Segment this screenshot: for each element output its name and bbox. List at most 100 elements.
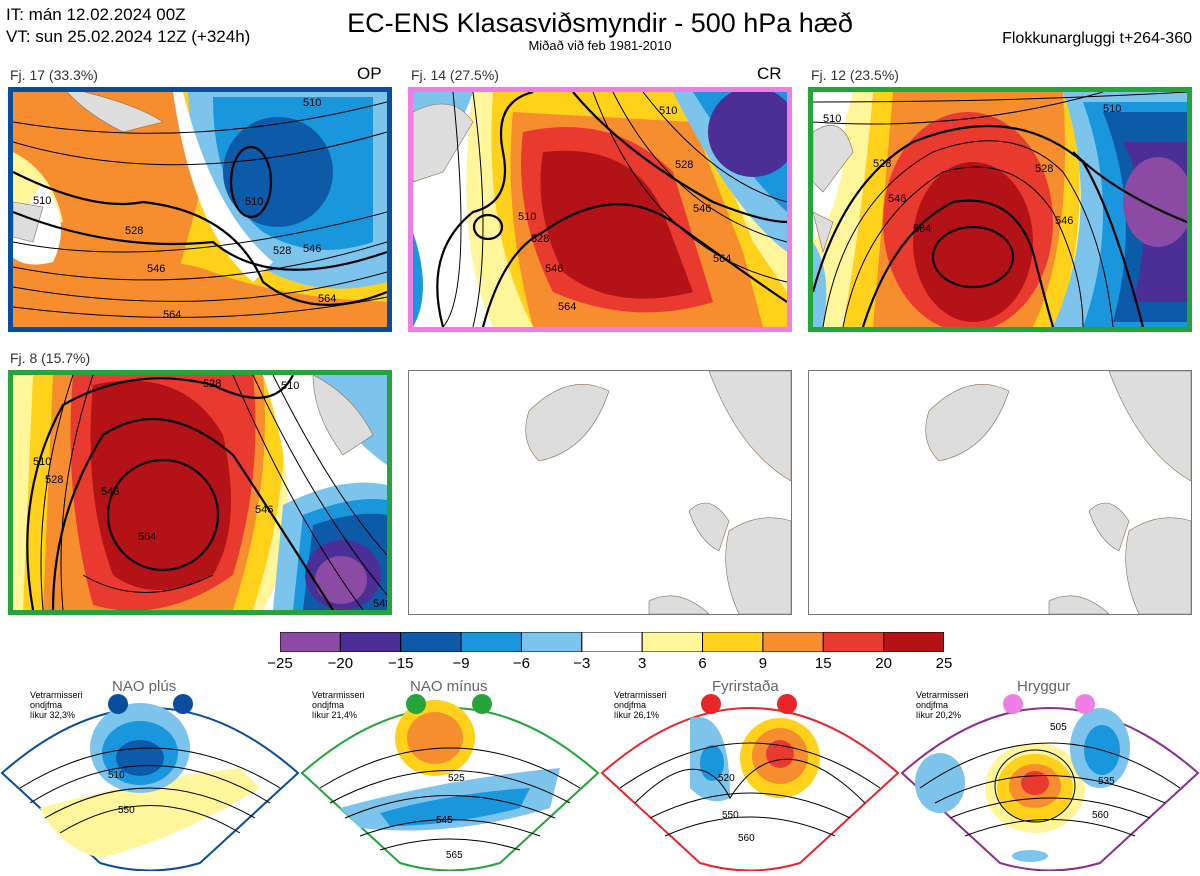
contour-label: 528	[873, 158, 891, 170]
note-line: ondjfma	[916, 700, 949, 710]
contour-label: 564	[713, 253, 731, 265]
panel-2-tag: CR	[757, 64, 782, 83]
note-line: ondjfma	[30, 700, 63, 710]
regime-name: Fyrirstaða	[712, 678, 779, 695]
contour-label: 528	[45, 474, 63, 486]
note-line: Vetrarmisseri	[614, 690, 667, 700]
colorbar-swatch	[702, 632, 764, 652]
contour-label: 546	[303, 243, 321, 255]
panel-1-label: Fj. 17 (33.3%)	[10, 67, 98, 83]
regime-name: NAO mínus	[410, 678, 488, 695]
note-line: Vetrarmisseri	[30, 690, 83, 700]
panel-4-label: Fj. 8 (15.7%)	[10, 350, 91, 366]
note-line: líkur 32,3%	[30, 710, 76, 720]
colorbar-swatch	[520, 632, 583, 652]
cluster-map-4: 510 528 546 564 510 528 546 546	[8, 370, 392, 615]
contour-label: 546	[373, 598, 387, 610]
note-line: ondjfma	[312, 700, 345, 710]
regime-contour-label: 560	[1092, 810, 1109, 821]
note-line: líkur 20,2%	[916, 710, 962, 720]
contour-label: 510	[303, 97, 321, 109]
contour-label: 510	[659, 105, 677, 117]
cluster-map-2: 510 528 546 564 510 528 546 564	[408, 87, 792, 332]
regime-blocking: 520 550 560 Fyrirstaða Vetrarmisseri ond…	[600, 678, 900, 872]
colorbar-tick-label: 9	[758, 655, 768, 672]
colorbar-swatch	[280, 632, 341, 652]
empty-map-5	[408, 370, 792, 615]
contour-label: 528	[1035, 163, 1053, 175]
cluster-map-1: 510 510 510 528 546 528 546 564 564	[8, 87, 392, 332]
colorbar-swatch	[460, 632, 522, 652]
contour-label: 546	[147, 263, 165, 275]
contour-label: 510	[823, 113, 841, 125]
regime-marker-dot	[1075, 694, 1095, 714]
panel-2-label: Fj. 14 (27.5%)	[411, 67, 499, 83]
regime-contour-label: 505	[1050, 722, 1067, 733]
panel-3-label: Fj. 12 (23.5%)	[811, 67, 899, 83]
colorbar-tick-label: −25	[267, 655, 293, 672]
regime-contour-label: 535	[1098, 776, 1115, 787]
contour-label: 546	[101, 486, 119, 498]
contour-label: 564	[558, 301, 576, 313]
regime-contour-label: 550	[118, 805, 135, 816]
regime-name: Hryggur	[1017, 678, 1071, 695]
contour-label: 528	[675, 159, 693, 171]
colorbar-swatch	[641, 632, 704, 652]
colorbar-tick-label: 20	[875, 655, 892, 672]
regime-ridge: 505 535 560 Hryggur Vetrarmisseri ondjfm…	[900, 678, 1200, 872]
regime-marker-dot	[173, 694, 193, 714]
colorbar-swatch	[339, 632, 402, 652]
contour-label: 564	[163, 309, 181, 321]
contour-label: 510	[33, 195, 51, 207]
empty-map-6	[808, 370, 1192, 615]
regime-contour-label: 560	[738, 833, 755, 844]
cluster-map-3: 510 510 528 546 564 528 546	[808, 87, 1192, 332]
contour-label: 528	[203, 378, 221, 390]
clustering-window: Flokkunargluggi t+264-360	[1002, 30, 1192, 47]
colorbar-tick-label: 25	[935, 655, 953, 672]
contour-label: 564	[913, 223, 931, 235]
init-time: IT: mán 12.02.2024 00Z	[6, 5, 186, 24]
colorbar	[280, 632, 944, 652]
colorbar-swatch	[400, 632, 462, 652]
regime-marker-dot	[1003, 694, 1023, 714]
contour-label: 510	[1103, 103, 1121, 115]
contour-label: 546	[255, 504, 273, 516]
regime-note: Vetrarmisseri ondjfma líkur 32,3%	[30, 690, 83, 720]
page-subtitle: Miðað við feb 1981-2010	[528, 38, 672, 53]
contour-label: 528	[125, 225, 143, 237]
contour-label: 510	[245, 196, 263, 208]
note-line: Vetrarmisseri	[916, 690, 969, 700]
page-title: EC-ENS Klasasviðsmyndir - 500 hPa hæð	[347, 8, 853, 38]
regime-marker-dot	[406, 694, 426, 714]
regime-note: Vetrarmisseri ondjfma líkur 21,4%	[312, 690, 365, 720]
contour-label: 564	[138, 531, 156, 543]
regime-contour-label: 525	[448, 773, 465, 784]
regime-note: Vetrarmisseri ondjfma líkur 20,2%	[916, 690, 969, 720]
colorbar-tick-label: −9	[452, 655, 470, 672]
contour-label: 564	[318, 293, 336, 305]
contour-label: 510	[33, 456, 51, 468]
regime-contour-label: 510	[108, 770, 125, 781]
colorbar-swatch	[762, 632, 824, 652]
valid-time: VT: sun 25.02.2024 12Z (+324h)	[6, 27, 251, 46]
contour-label: 546	[1055, 215, 1073, 227]
regime-contour-label: 520	[718, 773, 735, 784]
contour-label: 510	[518, 211, 536, 223]
contour-label: 546	[693, 203, 711, 215]
regime-marker-dot	[108, 694, 128, 714]
panel-1-tag: OP	[357, 64, 382, 83]
note-line: Vetrarmisseri	[312, 690, 365, 700]
colorbar-tick-label: −6	[512, 655, 531, 672]
note-line: líkur 21,4%	[312, 710, 358, 720]
regime-nao-plus: 510 550 NAO plús Vetrarmisseri ondjfma l…	[0, 678, 300, 872]
contour-label: 546	[545, 263, 563, 275]
regime-contour-label: 550	[722, 810, 739, 821]
contour-label: 510	[281, 380, 299, 392]
colorbar-tick-label: −15	[387, 655, 414, 672]
contour-label: 528	[531, 233, 549, 245]
regime-contour-label: 545	[436, 815, 453, 826]
colorbar-tick-label: 3	[638, 655, 647, 672]
contour-label: 528	[273, 245, 291, 257]
regime-note: Vetrarmisseri ondjfma líkur 26,1%	[614, 690, 667, 720]
